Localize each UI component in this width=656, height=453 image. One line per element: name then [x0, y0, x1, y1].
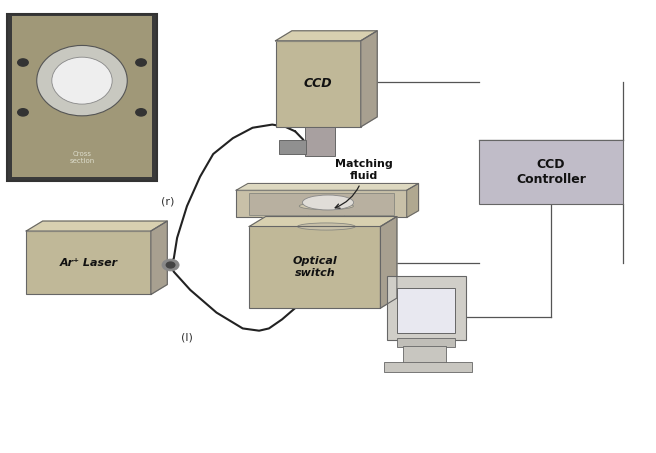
- Bar: [308, 206, 344, 226]
- Ellipse shape: [302, 195, 354, 210]
- Bar: [305, 127, 335, 156]
- Bar: [249, 226, 380, 308]
- Text: Ar⁺ Laser: Ar⁺ Laser: [60, 258, 117, 268]
- Bar: [403, 346, 446, 363]
- Circle shape: [162, 259, 179, 271]
- Polygon shape: [26, 221, 167, 231]
- Polygon shape: [380, 217, 397, 308]
- Polygon shape: [361, 31, 377, 127]
- Ellipse shape: [298, 223, 356, 230]
- Text: Optical
switch: Optical switch: [293, 256, 337, 278]
- Circle shape: [136, 109, 146, 116]
- Bar: [249, 193, 394, 215]
- Bar: [236, 190, 407, 217]
- Bar: [397, 338, 455, 347]
- Bar: [276, 41, 361, 127]
- Text: (l): (l): [181, 333, 193, 342]
- Text: CCD: CCD: [304, 77, 333, 90]
- Bar: [384, 362, 472, 372]
- Bar: [26, 231, 151, 294]
- Circle shape: [136, 59, 146, 66]
- Text: CCD
Controller: CCD Controller: [516, 158, 586, 186]
- Polygon shape: [276, 31, 377, 41]
- Bar: [479, 140, 623, 204]
- Ellipse shape: [52, 57, 112, 104]
- Bar: [12, 16, 152, 177]
- Ellipse shape: [299, 202, 354, 210]
- Text: Matching
fluid: Matching fluid: [335, 159, 393, 208]
- Polygon shape: [407, 183, 419, 217]
- Text: (r): (r): [161, 197, 174, 207]
- Bar: [387, 276, 466, 340]
- Circle shape: [18, 109, 28, 116]
- Polygon shape: [236, 183, 419, 190]
- FancyBboxPatch shape: [279, 140, 306, 154]
- Bar: [7, 14, 157, 181]
- Circle shape: [167, 262, 174, 268]
- Text: Cross
section: Cross section: [70, 151, 94, 164]
- Polygon shape: [151, 221, 167, 294]
- Circle shape: [18, 59, 28, 66]
- Polygon shape: [249, 217, 397, 226]
- Ellipse shape: [37, 45, 127, 116]
- Bar: [397, 288, 455, 333]
